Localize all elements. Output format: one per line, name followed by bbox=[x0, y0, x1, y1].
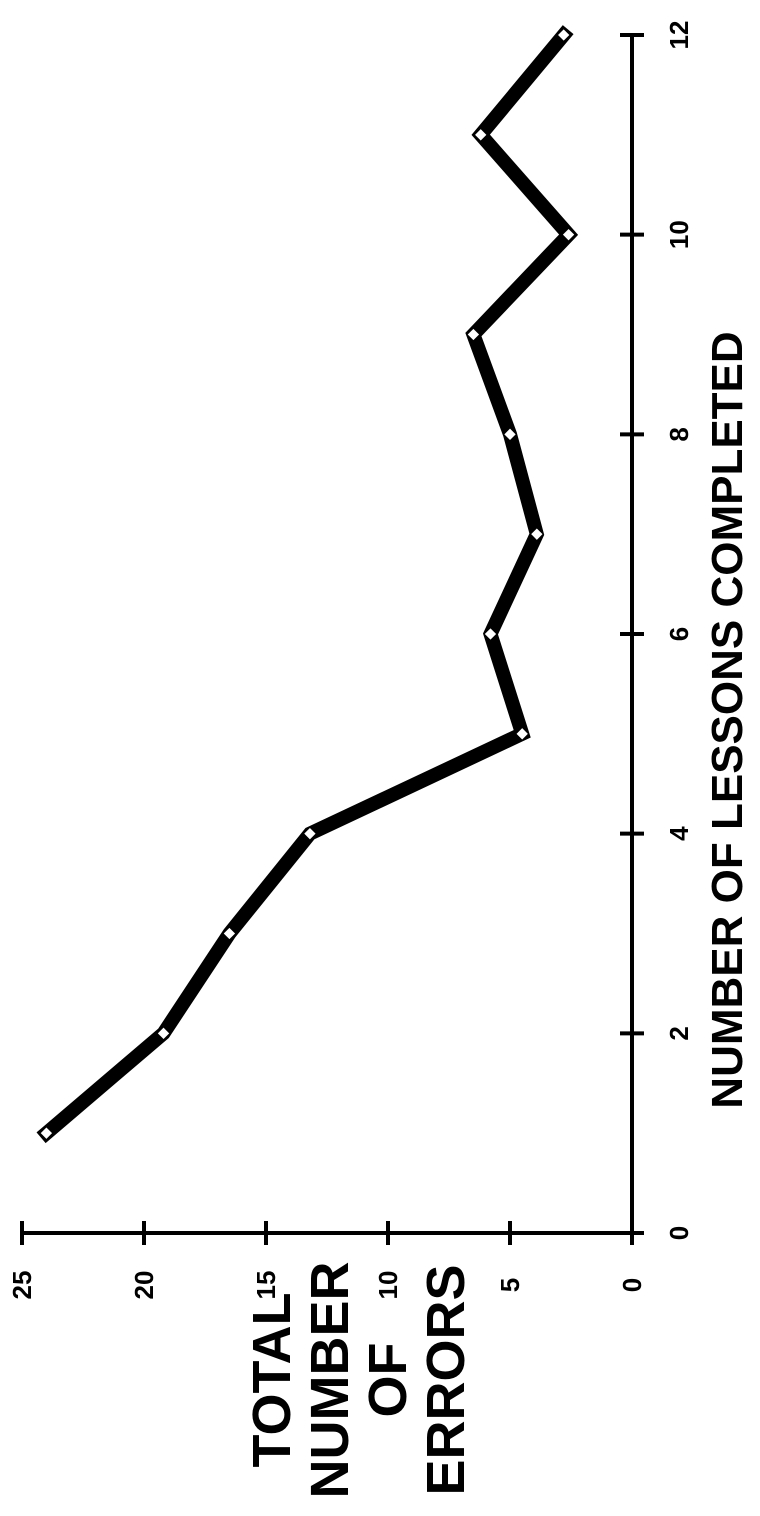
y-axis-title: TOTAL NUMBER OF ERRORS bbox=[242, 1262, 476, 1499]
y-axis-title-line-2: NUMBER bbox=[300, 1262, 360, 1499]
x-tick-label: 10 bbox=[664, 220, 694, 249]
y-tick-label: 0 bbox=[617, 1278, 647, 1292]
data-point bbox=[515, 726, 530, 741]
y-tick-label: 25 bbox=[7, 1271, 37, 1300]
x-axis-title: NUMBER OF LESSONS COMPLETED bbox=[703, 331, 752, 1108]
data-point bbox=[156, 1026, 171, 1041]
y-axis-title-line-3: OF bbox=[358, 1343, 418, 1418]
data-point bbox=[466, 327, 481, 342]
x-tick-label: 4 bbox=[664, 826, 694, 841]
data-markers bbox=[39, 27, 576, 1141]
data-point bbox=[556, 27, 571, 43]
x-tick-label: 8 bbox=[664, 427, 694, 441]
y-ticks: 0 5 10 15 20 25 bbox=[7, 1221, 647, 1299]
y-axis-title-line-4: ERRORS bbox=[416, 1264, 476, 1495]
x-tick-label: 2 bbox=[664, 1026, 694, 1040]
y-tick-label: 10 bbox=[373, 1271, 403, 1300]
data-point bbox=[483, 626, 498, 642]
y-tick-label: 20 bbox=[129, 1271, 159, 1300]
data-point bbox=[529, 527, 544, 542]
plot-area: 0 2 4 6 8 10 12 0 5 10 15 20 25 bbox=[7, 21, 694, 1300]
data-point bbox=[473, 127, 488, 142]
data-point bbox=[39, 1126, 54, 1141]
series-line bbox=[36, 25, 579, 1144]
data-point bbox=[561, 227, 576, 242]
x-ticks: 0 2 4 6 8 10 12 bbox=[620, 21, 694, 1240]
x-tick-label: 12 bbox=[664, 21, 694, 50]
y-tick-label: 15 bbox=[251, 1271, 281, 1300]
data-point bbox=[502, 427, 518, 442]
x-tick-label: 6 bbox=[664, 627, 694, 641]
y-tick-label: 5 bbox=[495, 1278, 525, 1292]
x-tick-label: 0 bbox=[664, 1226, 694, 1240]
y-axis-title-line-1: TOTAL bbox=[242, 1293, 302, 1468]
data-point bbox=[302, 826, 317, 841]
data-point bbox=[222, 926, 237, 941]
